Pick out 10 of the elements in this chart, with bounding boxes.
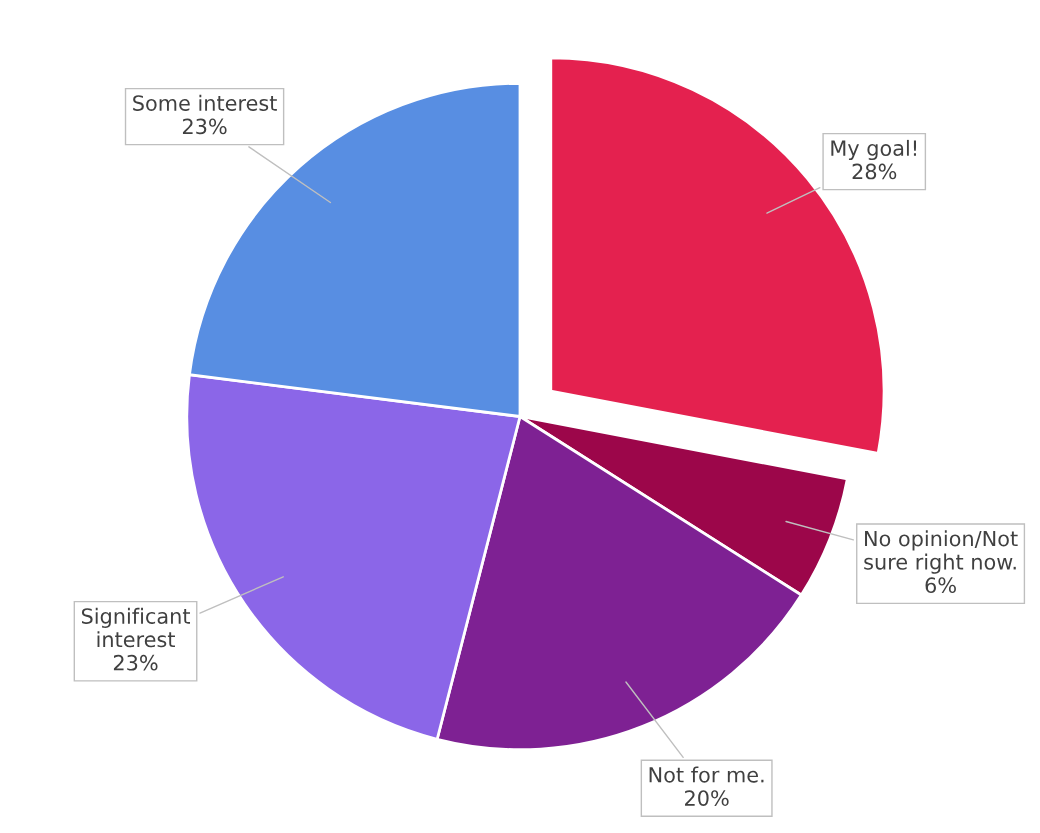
slice-label: Some interest	[133, 94, 277, 111]
data-label: 23%	[182, 118, 227, 135]
data-label: 20%	[685, 790, 729, 806]
slice-label: My goal!	[831, 139, 916, 161]
data-label: 23%	[113, 654, 158, 671]
data-label: 28%	[852, 163, 897, 180]
slice-label: Significant interest	[81, 607, 191, 648]
slice-label: Not for me.	[649, 766, 764, 783]
data-label: 6%	[925, 577, 956, 594]
slice-label: No opinion/Not sure right now.	[864, 530, 1018, 574]
